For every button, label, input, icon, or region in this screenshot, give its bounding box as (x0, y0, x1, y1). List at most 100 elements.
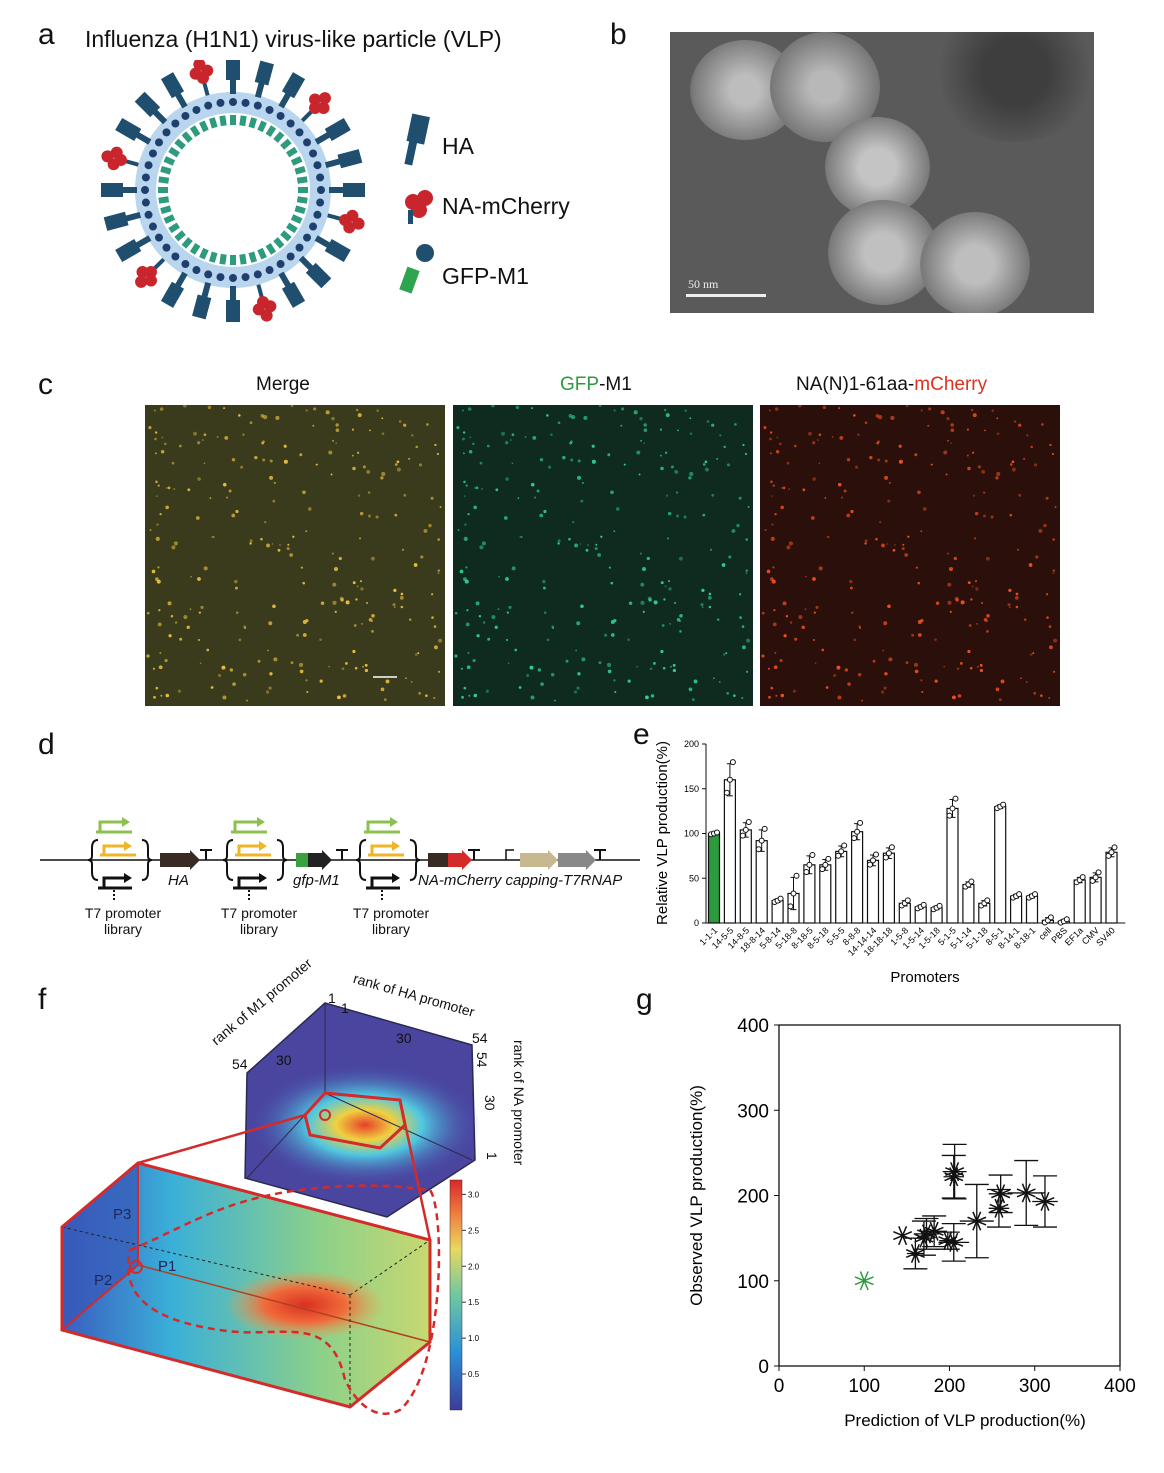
ha-head (115, 117, 142, 142)
promoter-arrow-green (366, 820, 390, 832)
particle (456, 426, 460, 430)
particle (627, 679, 631, 683)
particle (780, 505, 784, 510)
particle (434, 443, 437, 447)
particle (974, 537, 977, 540)
particle (221, 665, 226, 670)
particle (946, 416, 950, 421)
particle (479, 461, 483, 465)
bar (851, 831, 864, 924)
particle (491, 614, 496, 620)
particle (463, 577, 467, 581)
particle (153, 409, 156, 412)
particle (849, 586, 853, 590)
bracket-right (409, 839, 421, 881)
particle (948, 566, 954, 572)
particle (772, 484, 775, 487)
particle (359, 511, 364, 516)
particle (160, 450, 165, 454)
particle (414, 653, 418, 656)
lipid-head (154, 138, 163, 147)
particle (381, 471, 386, 477)
m1-tick-54: 54 (232, 1056, 248, 1072)
data-point (1092, 874, 1099, 881)
particle (437, 572, 440, 575)
particle (462, 431, 466, 434)
marker-stroke (991, 1189, 1011, 1199)
na-lobe (352, 217, 365, 230)
particle (354, 666, 358, 670)
particle (257, 659, 261, 663)
particle (678, 556, 683, 561)
particle (676, 514, 680, 518)
particle (428, 523, 432, 528)
particle (691, 698, 695, 702)
particle (548, 465, 552, 469)
particle (539, 458, 544, 462)
segment (296, 853, 308, 867)
particle (568, 414, 573, 418)
marker-stroke (854, 1276, 874, 1286)
particle (463, 480, 466, 484)
segment (520, 853, 548, 867)
gfp-m1 (208, 117, 218, 129)
particle (668, 580, 671, 583)
library-label-line1: T7 promoter (84, 905, 162, 921)
particle (490, 405, 495, 408)
arrow-head (259, 841, 267, 851)
particle (279, 544, 281, 546)
particle (546, 638, 550, 642)
particle (393, 606, 396, 609)
particle (370, 619, 374, 623)
particle (728, 555, 732, 559)
particle (606, 662, 612, 668)
particle (649, 667, 653, 671)
data-point (936, 902, 943, 909)
particle (995, 476, 999, 480)
particle (828, 536, 830, 538)
particle (700, 603, 704, 607)
particle (557, 421, 561, 425)
particle (517, 497, 520, 499)
particle (355, 598, 358, 601)
particle (457, 529, 460, 531)
particle (583, 415, 588, 421)
ha-head (281, 72, 306, 99)
particle (206, 648, 210, 652)
particle (959, 661, 963, 665)
data-point (838, 848, 845, 855)
particle (210, 686, 214, 689)
arrow-head (392, 873, 400, 883)
gfp-m1 (168, 222, 180, 234)
particle (400, 605, 404, 609)
particle (996, 432, 1000, 436)
y-tick-label: 300 (737, 1101, 769, 1122)
t7-promoter (505, 849, 514, 860)
particle (508, 605, 512, 609)
segment (558, 853, 586, 867)
particle (249, 421, 253, 425)
particle (664, 585, 667, 588)
particle (463, 536, 468, 541)
particle (875, 414, 880, 418)
particle (178, 444, 182, 448)
promoter-arrow-green (233, 820, 257, 832)
library-label-line1: T7 promoter (352, 905, 430, 921)
particle (473, 693, 478, 698)
particle (721, 563, 726, 567)
library-label-line2: library (103, 921, 143, 937)
data-point (882, 854, 889, 861)
particle (725, 652, 728, 655)
particle (1015, 605, 1019, 609)
data-point (742, 826, 749, 833)
promoter-arrow-black (237, 876, 259, 888)
particle (915, 566, 919, 569)
ha-stalk (314, 131, 332, 145)
particle (370, 556, 375, 561)
terminator (336, 849, 348, 860)
particle (888, 657, 893, 662)
particle (826, 535, 829, 539)
particle (972, 413, 977, 418)
particle (433, 696, 436, 700)
particle (410, 680, 413, 683)
